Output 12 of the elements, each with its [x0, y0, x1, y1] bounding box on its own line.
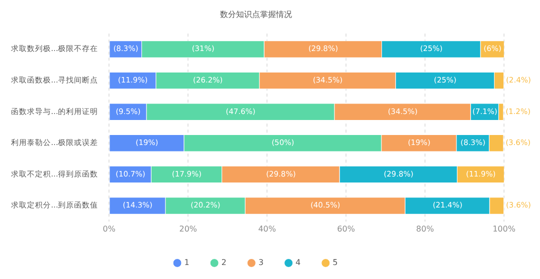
legend-label: 3 [258, 258, 264, 268]
x-tick-label: 40% [258, 224, 276, 234]
legend-label: 1 [184, 258, 190, 268]
x-tick-label: 20% [179, 224, 198, 234]
legend-label: 4 [296, 258, 301, 268]
x-tick-label: 80% [416, 224, 434, 234]
x-tick-label: 100% [492, 224, 516, 234]
legend-label: 5 [332, 258, 338, 268]
x-tick-label: 60% [337, 224, 356, 234]
chart-title: 数分知识点掌握情况 [220, 10, 292, 19]
x-tick-label: 0% [102, 224, 116, 234]
legend-label: 2 [221, 258, 226, 268]
